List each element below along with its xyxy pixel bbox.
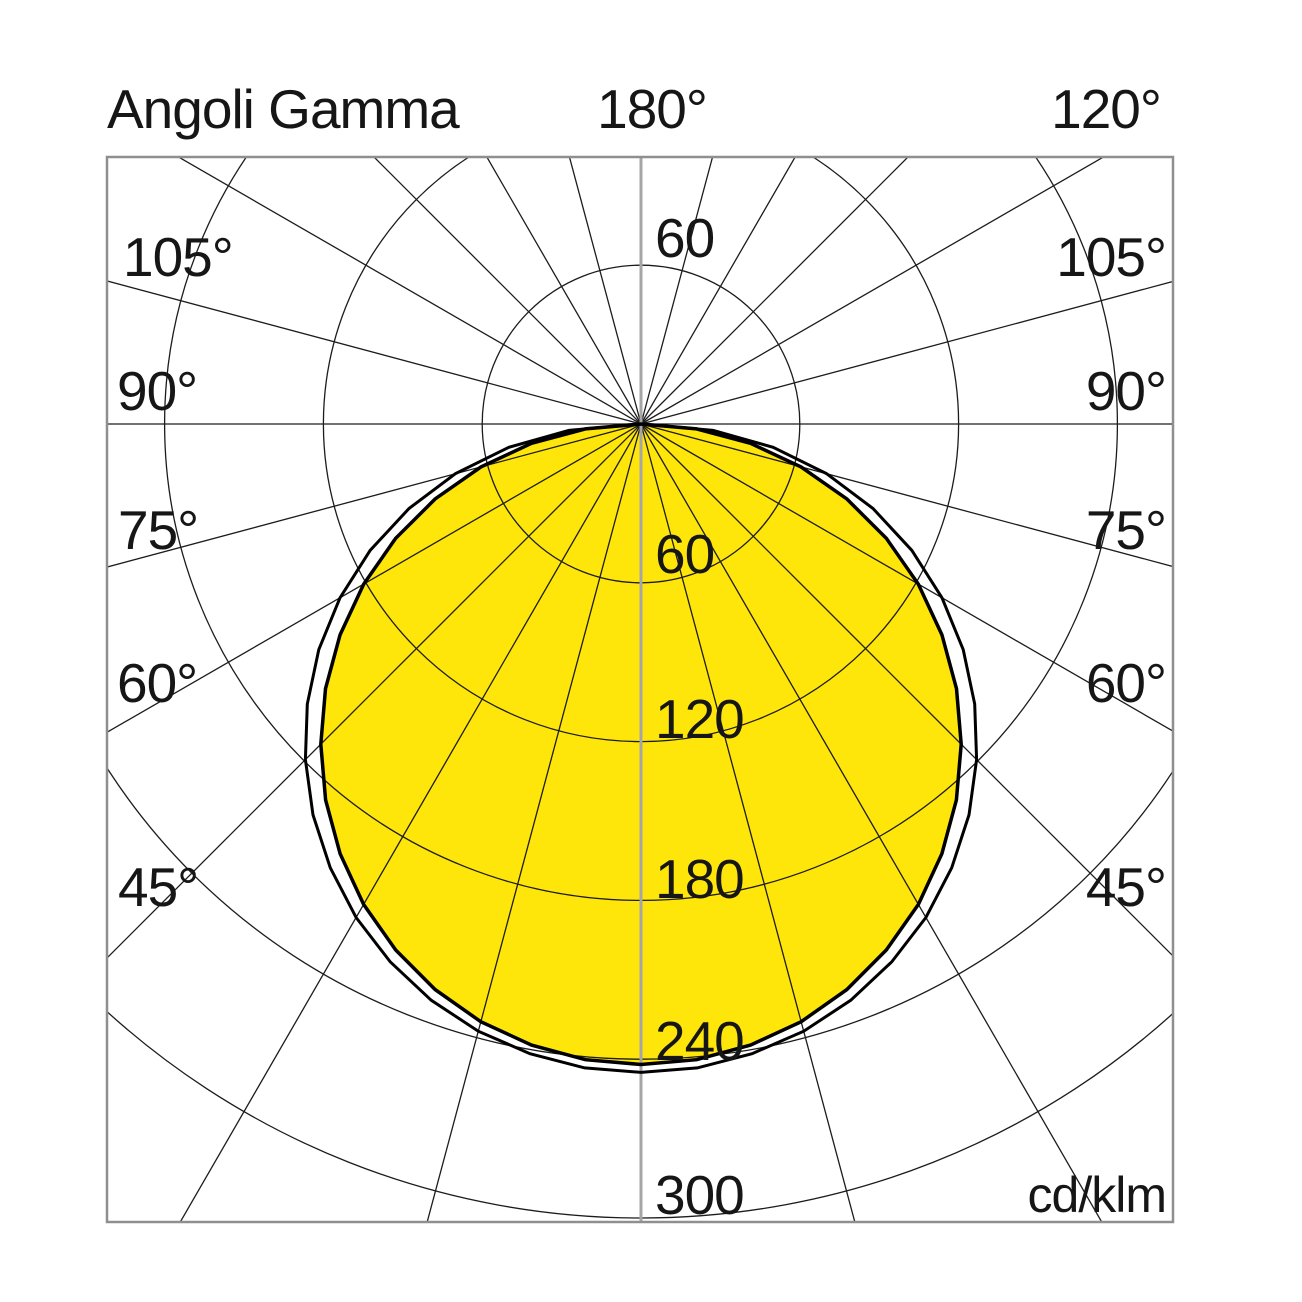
polar-grid-ray-75 xyxy=(640,423,1173,568)
plot-border xyxy=(105,155,1175,1224)
polar-grid-ray-120 xyxy=(177,157,642,425)
left-angle-label-60: 60° xyxy=(117,652,197,714)
chart-title: Angoli Gamma xyxy=(107,78,460,140)
right-angle-label-75: 75° xyxy=(1086,499,1166,561)
labels-layer: Angoli Gamma 180° 120° 105° 90° 75° 60° … xyxy=(107,78,1167,1226)
radial-tick-label-180: 180 xyxy=(655,848,744,910)
polar-grid-ray-150 xyxy=(640,157,796,425)
right-angle-label-45: 45° xyxy=(1086,856,1166,918)
polar-grid-ray-120 xyxy=(640,157,1105,425)
polar-grid-ray-15 xyxy=(426,423,642,1222)
radial-tick-label-60: 60 xyxy=(655,523,714,585)
radial-tick-label-240: 240 xyxy=(655,1010,744,1072)
polar-grid-ray-60 xyxy=(107,423,642,734)
left-angle-label-45: 45° xyxy=(118,856,198,918)
polar-grid-ray-15 xyxy=(640,423,856,1222)
intensity-curves-layer xyxy=(303,422,979,1074)
polar-grid-ray-45 xyxy=(107,423,642,959)
right-angle-label-105: 105° xyxy=(1056,226,1166,288)
top-right-angle-label: 120° xyxy=(1051,78,1161,140)
outline-intensity-curve xyxy=(303,422,979,1074)
zenith-angle-label: 180° xyxy=(597,78,707,140)
polar-grid-ray-105 xyxy=(640,280,1173,425)
unit-label: cd/klm xyxy=(1028,1167,1166,1223)
polar-grid-ray-105 xyxy=(107,280,642,425)
left-angle-label-75: 75° xyxy=(118,499,198,561)
radial-tick-label-300: 300 xyxy=(655,1164,744,1226)
left-angle-label-90: 90° xyxy=(117,360,197,422)
polar-grid-ray-45 xyxy=(640,423,1173,957)
right-angle-label-60: 60° xyxy=(1086,652,1166,714)
left-angle-label-105: 105° xyxy=(123,226,233,288)
polar-grid-ray-165 xyxy=(640,157,714,425)
filled-intensity-curve-stroke xyxy=(319,422,963,1067)
polar-grid-ray-60 xyxy=(640,423,1173,732)
polar-grid-ray-135 xyxy=(373,157,642,425)
radial-tick-label-120: 120 xyxy=(655,688,744,750)
polar-grid-ray-30 xyxy=(179,423,642,1222)
radial-tick-label-60-top: 60 xyxy=(655,207,714,269)
polar-grid-ray-30 xyxy=(640,423,1103,1222)
right-angle-label-90: 90° xyxy=(1086,360,1166,422)
polar-grid-ray-165 xyxy=(568,157,642,425)
polar-grid-ray-135 xyxy=(640,157,909,425)
polar-grid-ray-150 xyxy=(486,157,642,425)
polar-grid-ray-75 xyxy=(107,423,642,568)
